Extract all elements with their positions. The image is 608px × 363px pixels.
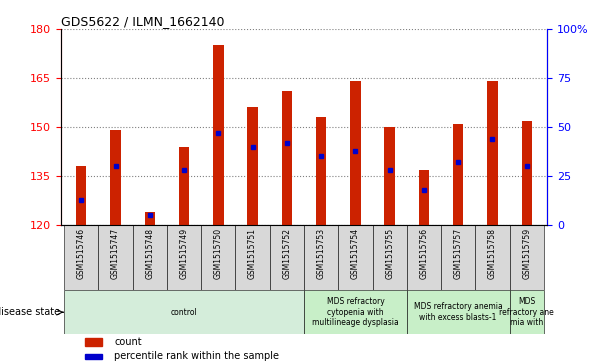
Bar [179, 147, 189, 225]
Text: GSM1515752: GSM1515752 [282, 228, 291, 279]
Bar [145, 212, 155, 225]
FancyBboxPatch shape [510, 290, 544, 334]
Bar [76, 166, 86, 225]
Text: GSM1515754: GSM1515754 [351, 228, 360, 280]
Bar [350, 81, 361, 225]
Bar [419, 170, 429, 225]
FancyBboxPatch shape [338, 225, 373, 290]
Text: GSM1515758: GSM1515758 [488, 228, 497, 279]
Text: GSM1515748: GSM1515748 [145, 228, 154, 279]
Bar [247, 107, 258, 225]
Bar [316, 117, 326, 225]
FancyBboxPatch shape [407, 290, 510, 334]
Text: count: count [114, 337, 142, 347]
Text: GSM1515757: GSM1515757 [454, 228, 463, 280]
FancyBboxPatch shape [64, 225, 98, 290]
Text: MDS refractory
cytopenia with
multilineage dysplasia: MDS refractory cytopenia with multilinea… [312, 297, 399, 327]
Text: MDS
refractory ane
mia with: MDS refractory ane mia with [499, 297, 554, 327]
Text: GSM1515753: GSM1515753 [317, 228, 326, 280]
Text: GSM1515756: GSM1515756 [420, 228, 429, 280]
Bar [85, 354, 102, 359]
Text: percentile rank within the sample: percentile rank within the sample [114, 351, 279, 361]
Text: GSM1515755: GSM1515755 [385, 228, 394, 280]
FancyBboxPatch shape [304, 225, 338, 290]
FancyBboxPatch shape [475, 225, 510, 290]
Text: GSM1515759: GSM1515759 [522, 228, 531, 280]
FancyBboxPatch shape [167, 225, 201, 290]
FancyBboxPatch shape [441, 225, 475, 290]
Bar [487, 81, 497, 225]
Bar [213, 45, 224, 225]
FancyBboxPatch shape [304, 290, 407, 334]
Text: GSM1515749: GSM1515749 [179, 228, 188, 280]
FancyBboxPatch shape [235, 225, 270, 290]
Bar [384, 127, 395, 225]
Text: GSM1515750: GSM1515750 [214, 228, 223, 280]
Bar [282, 91, 292, 225]
Text: GSM1515746: GSM1515746 [77, 228, 86, 280]
Text: GSM1515751: GSM1515751 [248, 228, 257, 279]
Text: control: control [171, 308, 198, 317]
Text: GSM1515747: GSM1515747 [111, 228, 120, 280]
Text: MDS refractory anemia
with excess blasts-1: MDS refractory anemia with excess blasts… [414, 302, 503, 322]
Bar [522, 121, 532, 225]
Bar [111, 130, 121, 225]
FancyBboxPatch shape [98, 225, 133, 290]
FancyBboxPatch shape [270, 225, 304, 290]
FancyBboxPatch shape [201, 225, 235, 290]
FancyBboxPatch shape [510, 225, 544, 290]
FancyBboxPatch shape [373, 225, 407, 290]
Text: disease state: disease state [0, 307, 60, 317]
FancyBboxPatch shape [64, 290, 304, 334]
Bar [85, 338, 102, 346]
FancyBboxPatch shape [407, 225, 441, 290]
Text: GDS5622 / ILMN_1662140: GDS5622 / ILMN_1662140 [61, 15, 224, 28]
FancyBboxPatch shape [133, 225, 167, 290]
Bar [453, 124, 463, 225]
